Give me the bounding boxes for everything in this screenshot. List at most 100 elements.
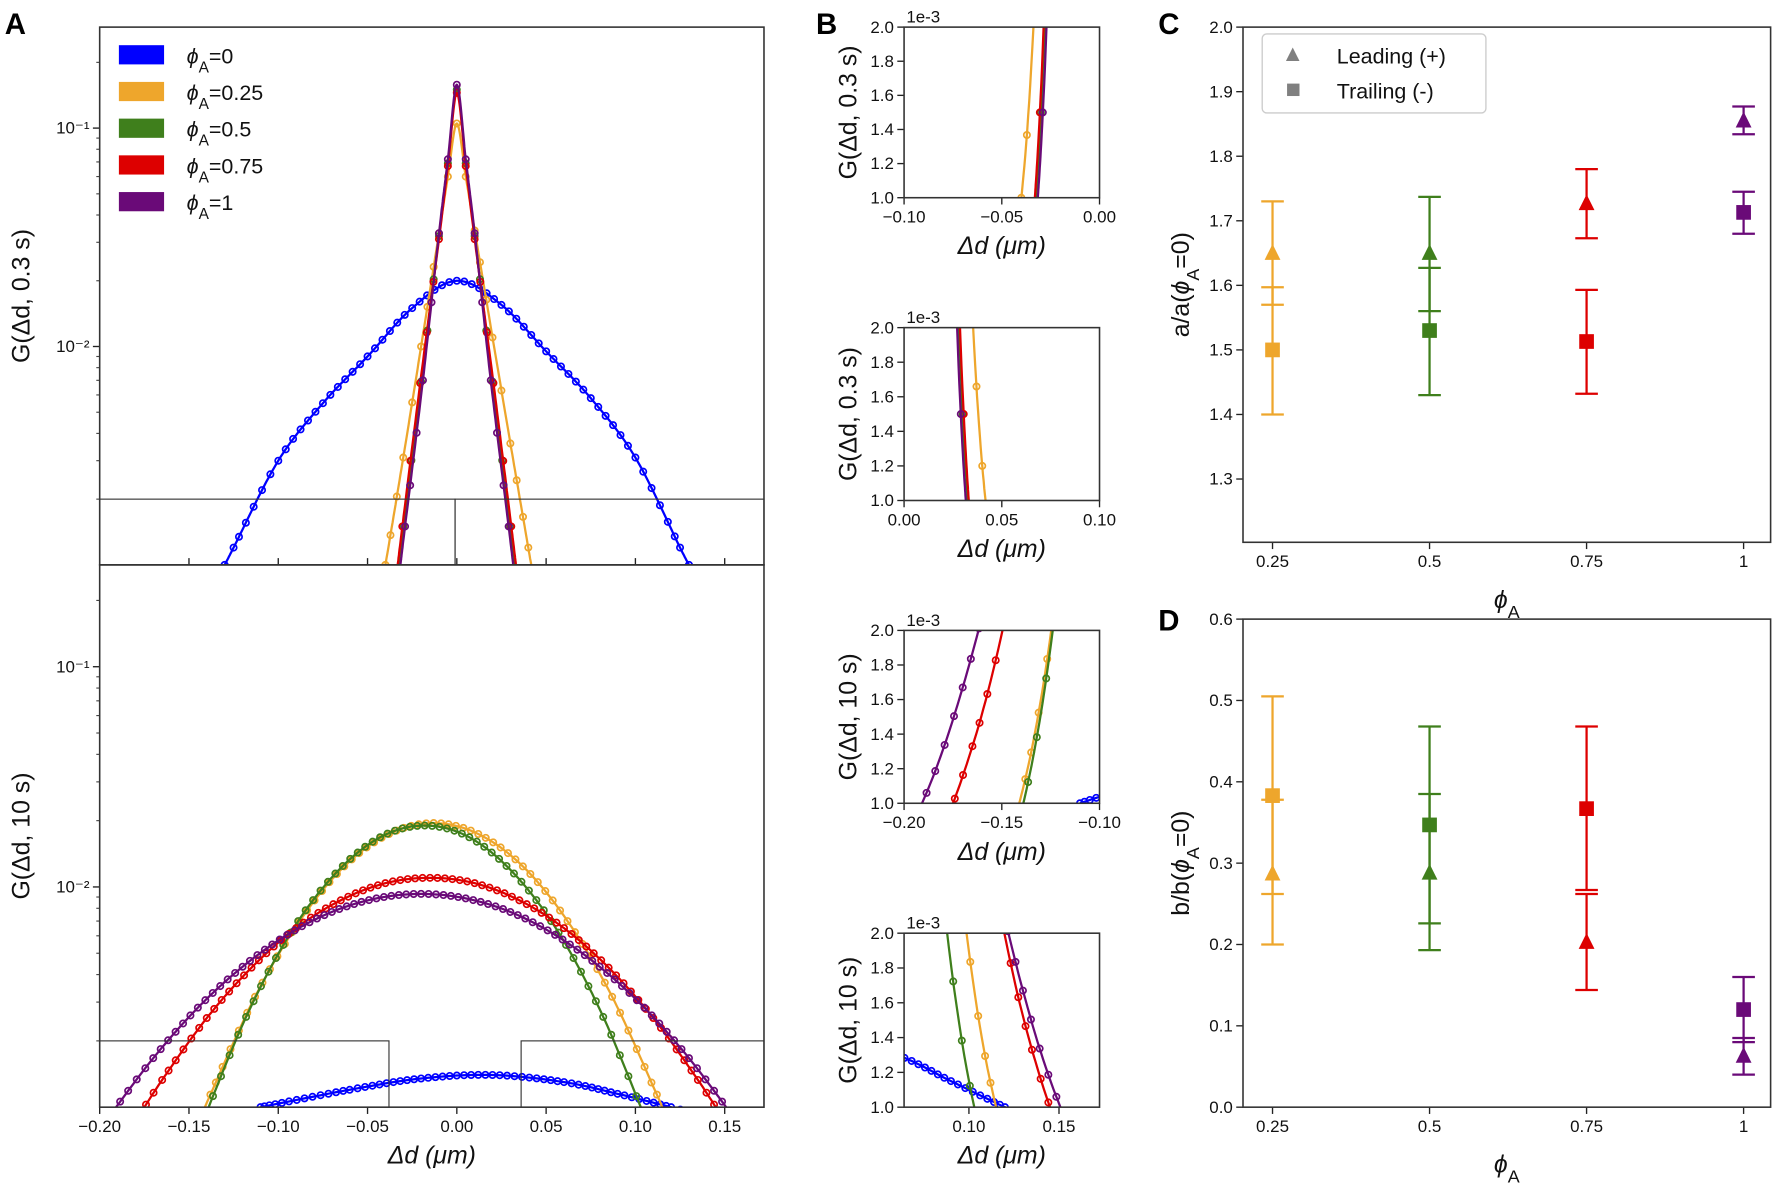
data-point (926, 751, 932, 757)
data-point (186, 1011, 195, 1020)
data-point (231, 968, 240, 977)
data-point (722, 18, 728, 24)
data-point (517, 824, 523, 830)
data-point (817, 541, 823, 547)
data-point (366, 883, 375, 892)
data-point (1159, 205, 1165, 211)
data-point (489, 838, 498, 847)
data-point (376, 833, 385, 842)
y-tick-label: 10⁻² (56, 878, 90, 897)
data-point (612, 319, 618, 325)
legend: Leading (+) Trailing (-) (1261, 33, 1487, 114)
data-point (1444, 449, 1450, 455)
data-point (401, 522, 410, 531)
data-point (540, 1083, 546, 1089)
data-point (1114, 281, 1120, 287)
series-4 (111, 889, 731, 1108)
data-point (324, 1089, 333, 1098)
data-point (922, 475, 928, 481)
data-point (1497, 484, 1503, 490)
label-value: =0.25 (209, 81, 263, 105)
y-tick-label: 1.9 (1209, 82, 1233, 101)
data-point (887, 1050, 893, 1056)
plot-area (204, 80, 693, 616)
data-point (548, 744, 554, 750)
data-point (1436, 360, 1442, 366)
data-point (894, 147, 900, 153)
data-point (949, 977, 958, 986)
data-point (588, 661, 594, 667)
series-square (1261, 190, 1755, 416)
data-point (1419, 151, 1425, 157)
data-point (663, 438, 669, 444)
data-point (1432, 126, 1438, 132)
subscript: A (199, 132, 210, 149)
data-point (1513, 558, 1519, 564)
data-point (1051, 341, 1057, 347)
data-point (580, 951, 589, 960)
data-point (965, 508, 971, 514)
legend-label: Trailing (-) (1337, 79, 1434, 103)
data-point (556, 906, 565, 915)
triangle-marker (1421, 244, 1438, 260)
data-point (394, 890, 403, 900)
data-point (940, 1073, 949, 1082)
axes-frame (98, 564, 765, 1108)
data-point (974, 1011, 983, 1021)
y-tick-label: 10⁻¹ (56, 657, 90, 676)
data-point (663, 517, 672, 526)
data-point (1207, 754, 1213, 760)
data-point (655, 1019, 664, 1028)
data-point (446, 1094, 452, 1100)
data-point (726, 1106, 731, 1108)
data-point (632, 1045, 641, 1054)
data-point (506, 907, 515, 916)
data-point (1505, 522, 1511, 528)
data-point (389, 610, 395, 616)
y-tick-label: 0.3 (1209, 854, 1233, 873)
data-point (534, 339, 543, 348)
data-point (914, 1060, 923, 1069)
data-point (1075, 170, 1081, 176)
data-point (1043, 654, 1052, 664)
data-point (426, 873, 435, 882)
data-point (615, 224, 621, 230)
data-point (204, 596, 210, 602)
label-value: =0.5 (209, 118, 251, 142)
data-point (418, 873, 427, 882)
data-point (283, 930, 292, 939)
data-point (522, 900, 531, 909)
phi-symbol: ϕ (187, 44, 199, 68)
series-4 (446, 224, 1062, 1108)
data-point (470, 879, 479, 888)
y-tick-label: 1.8 (870, 656, 894, 675)
data-point (1053, 605, 1059, 611)
x-tick-label: 0.10 (619, 1117, 652, 1136)
data-point (432, 890, 441, 899)
data-point (640, 1110, 646, 1116)
data-point (543, 926, 552, 935)
data-point (524, 543, 533, 552)
data-point (234, 1030, 243, 1039)
data-point (601, 345, 607, 351)
y-tick-label: 1.2 (870, 759, 894, 778)
y-axis-label: G(Δd, 0.3 s) (836, 45, 863, 179)
data-point (361, 842, 370, 851)
data-point (137, 1111, 143, 1117)
fit-line (396, 91, 518, 565)
data-point (451, 821, 460, 830)
y-axis-label: b/b(ϕA=0) (1168, 811, 1203, 916)
data-point (383, 829, 392, 838)
data-point (539, 704, 545, 710)
data-point (933, 1070, 942, 1079)
y-tick-label: 1.0 (870, 491, 894, 510)
label-value: =0 (209, 44, 234, 68)
data-point (532, 746, 538, 752)
data-point (907, 1056, 916, 1065)
data-point (609, 1096, 615, 1102)
data-point (1026, 1015, 1035, 1024)
x-tick-label: −0.10 (883, 208, 926, 227)
data-point (1488, 779, 1494, 785)
data-point (256, 1103, 265, 1108)
